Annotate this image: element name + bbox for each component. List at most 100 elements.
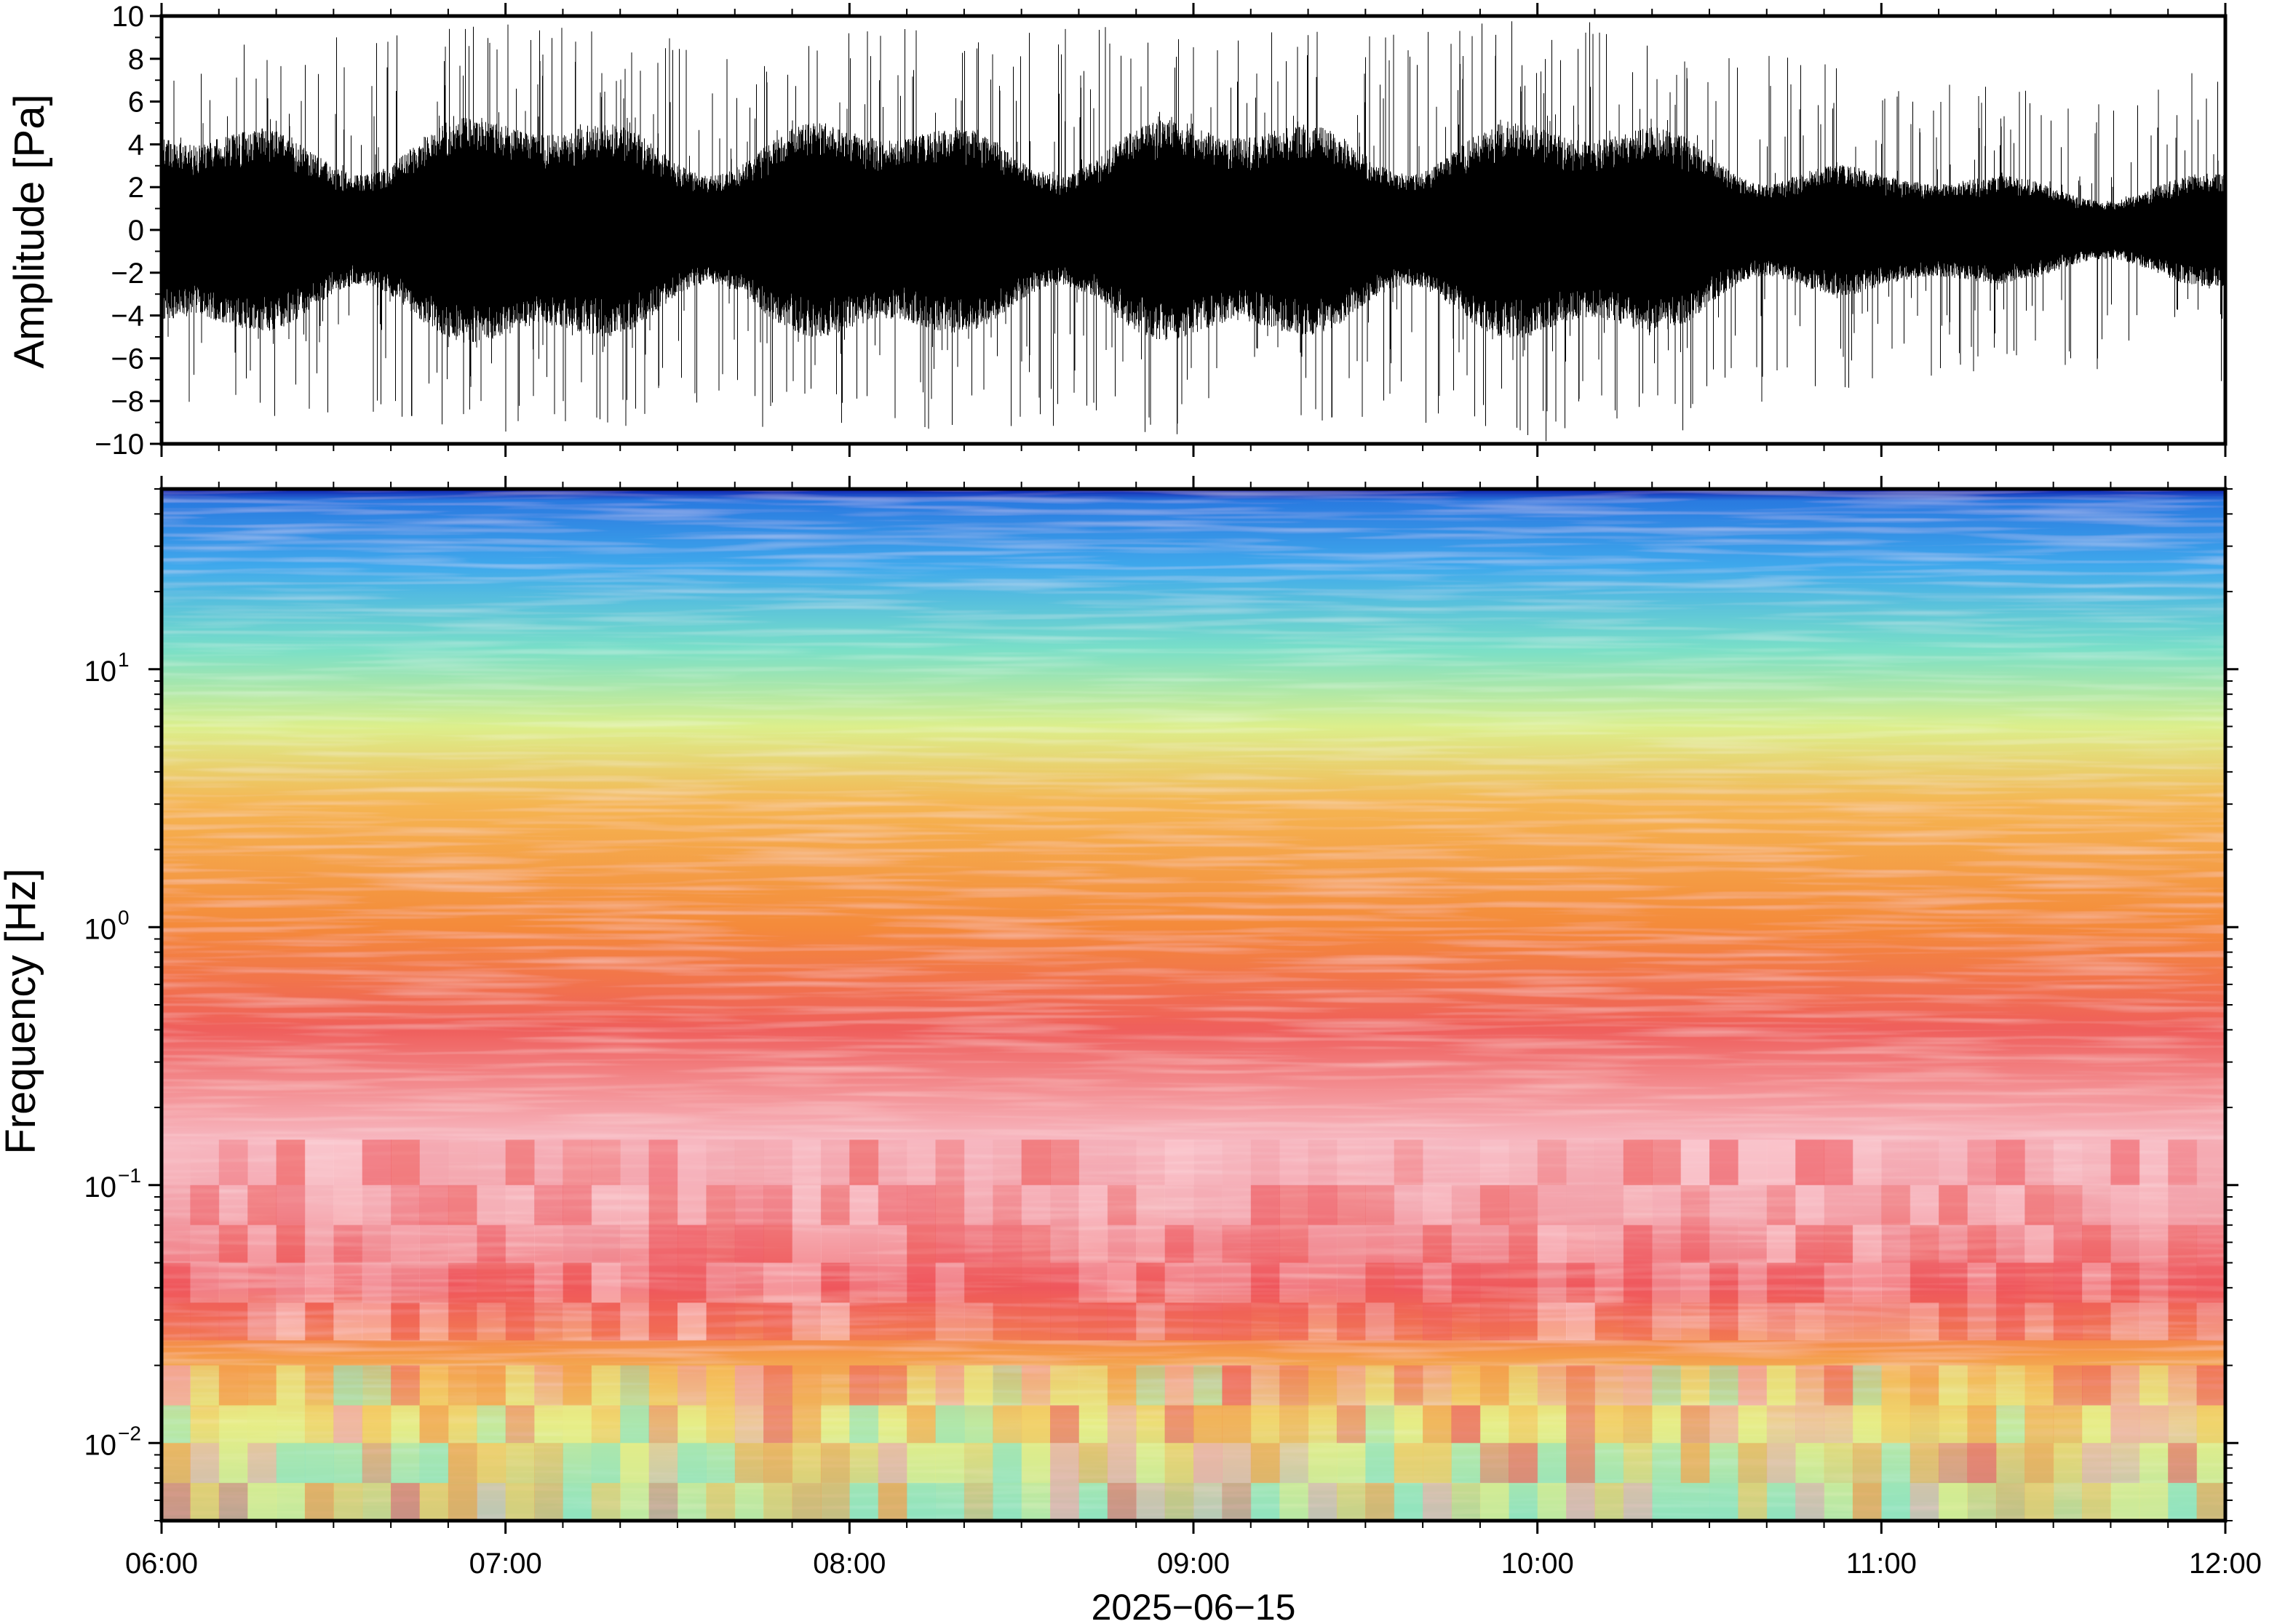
spectrogram-cell bbox=[1967, 1365, 1997, 1406]
spectrogram-cell bbox=[1967, 1225, 1997, 1263]
spectrogram-cell bbox=[218, 1443, 248, 1484]
spectrogram-cell bbox=[276, 1302, 306, 1341]
spectrogram-cell bbox=[1250, 1302, 1280, 1341]
spectrogram-cell bbox=[763, 1302, 793, 1341]
spectrogram-columns bbox=[162, 1139, 2225, 1521]
spectrogram-cell bbox=[333, 1139, 363, 1185]
spectrogram-cell bbox=[1479, 1443, 1509, 1484]
spectrogram-cell bbox=[963, 1443, 993, 1484]
spectrogram-cell bbox=[2139, 1185, 2169, 1225]
spectrogram-cell bbox=[247, 1365, 277, 1406]
spectrogram-cell bbox=[1537, 1365, 1567, 1406]
spectrogram-cell bbox=[247, 1443, 277, 1484]
spectrogram-cell bbox=[505, 1365, 535, 1406]
spectrogram-cell bbox=[1394, 1302, 1423, 1341]
spectrogram-cell bbox=[1795, 1443, 1825, 1484]
spectrogram-cell bbox=[448, 1365, 477, 1406]
spectrogram-cell bbox=[1623, 1262, 1653, 1303]
spectrogram-y-tick-exponent: 1 bbox=[118, 648, 130, 671]
spectrogram-cell bbox=[1509, 1262, 1538, 1303]
spectrogram-cell bbox=[763, 1443, 793, 1484]
spectrogram-cell bbox=[677, 1365, 707, 1406]
spectrogram-cell bbox=[247, 1302, 277, 1341]
spectrogram-cell bbox=[907, 1365, 936, 1406]
spectrogram-y-tick-label: 10 bbox=[84, 656, 117, 688]
spectrogram-cell bbox=[1824, 1483, 1853, 1521]
spectrogram-cell bbox=[362, 1185, 392, 1225]
spectrogram-cell bbox=[1680, 1405, 1710, 1444]
spectrogram-cell bbox=[534, 1365, 563, 1406]
spectrogram-cell bbox=[391, 1262, 420, 1303]
spectrogram-cell bbox=[963, 1365, 993, 1406]
spectrogram-cell bbox=[1795, 1405, 1825, 1444]
spectrogram-cell bbox=[1910, 1483, 1939, 1521]
spectrogram-cell bbox=[1050, 1262, 1079, 1303]
spectrogram-cell bbox=[1336, 1405, 1366, 1444]
spectrogram-cell bbox=[878, 1405, 907, 1444]
spectrogram-cell bbox=[1136, 1302, 1166, 1341]
spectrogram-cell bbox=[563, 1302, 592, 1341]
spectrogram-cell bbox=[2139, 1405, 2169, 1444]
spectrogram-cell bbox=[1021, 1262, 1051, 1303]
spectrogram-cell bbox=[1336, 1302, 1366, 1341]
spectrogram-cell bbox=[1852, 1185, 1882, 1225]
spectrogram-cell bbox=[1050, 1302, 1079, 1341]
spectrogram-cell bbox=[1222, 1185, 1252, 1225]
x-tick-label: 07:00 bbox=[469, 1548, 542, 1580]
spectrogram-cell bbox=[1107, 1443, 1137, 1484]
spectrogram-cell bbox=[1910, 1443, 1939, 1484]
spectrogram-cell bbox=[1881, 1365, 1911, 1406]
spectrogram-cell bbox=[1824, 1302, 1853, 1341]
spectrogram-cell bbox=[1766, 1262, 1796, 1303]
spectrogram-cell bbox=[2168, 1483, 2198, 1521]
spectrogram-cell bbox=[1394, 1262, 1423, 1303]
spectrogram-cell bbox=[1479, 1483, 1509, 1521]
spectrogram-cell bbox=[2024, 1139, 2054, 1185]
spectrogram-cell bbox=[1336, 1225, 1366, 1263]
spectrogram-cell bbox=[247, 1405, 277, 1444]
spectrogram-cell bbox=[1423, 1302, 1452, 1341]
spectrogram-cell bbox=[648, 1443, 678, 1484]
spectrogram-cell bbox=[1394, 1483, 1423, 1521]
spectrogram-cell bbox=[792, 1225, 822, 1263]
spectrogram-cell bbox=[1680, 1139, 1710, 1185]
spectrogram-cell bbox=[734, 1483, 764, 1521]
spectrogram-cell bbox=[1709, 1405, 1738, 1444]
spectrogram-cell bbox=[1250, 1443, 1280, 1484]
spectrogram-cell bbox=[1680, 1443, 1710, 1484]
spectrogram-cell bbox=[1193, 1443, 1223, 1484]
spectrogram-cell bbox=[1336, 1443, 1366, 1484]
spectrogram-cell bbox=[2024, 1302, 2054, 1341]
spectrogram-cell bbox=[2139, 1302, 2169, 1341]
spectrogram-cell bbox=[304, 1443, 334, 1484]
spectrogram-cell bbox=[2139, 1443, 2169, 1484]
spectrogram-cell bbox=[993, 1365, 1022, 1406]
spectrogram-cell bbox=[1479, 1405, 1509, 1444]
spectrogram-cell bbox=[2196, 1185, 2225, 1225]
spectrogram-cell bbox=[2082, 1262, 2111, 1303]
spectrogram-cell bbox=[2196, 1365, 2225, 1406]
spectrogram-cell bbox=[1308, 1139, 1338, 1185]
spectrogram-cell bbox=[276, 1365, 306, 1406]
spectrogram-cell bbox=[1136, 1443, 1166, 1484]
spectrogram-cell bbox=[1795, 1302, 1825, 1341]
spectrogram-cell bbox=[162, 1483, 191, 1521]
spectrogram-cell bbox=[1423, 1185, 1452, 1225]
spectrogram-cell bbox=[2139, 1139, 2169, 1185]
spectrogram-cell bbox=[2196, 1443, 2225, 1484]
spectrogram-cell bbox=[591, 1185, 621, 1225]
spectrogram-cell bbox=[563, 1225, 592, 1263]
spectrogram-cell bbox=[1050, 1483, 1079, 1521]
spectrogram-cell bbox=[1623, 1139, 1653, 1185]
spectrogram-cell bbox=[706, 1185, 736, 1225]
spectrogram-cell bbox=[1136, 1483, 1166, 1521]
spectrogram-cell bbox=[362, 1225, 392, 1263]
spectrogram-cell bbox=[362, 1139, 392, 1185]
spectrogram-cell bbox=[1423, 1405, 1452, 1444]
spectrogram-cell bbox=[477, 1185, 506, 1225]
spectrogram-cell bbox=[1852, 1302, 1882, 1341]
spectrogram-cell bbox=[820, 1443, 850, 1484]
spectrogram-cell bbox=[820, 1139, 850, 1185]
waveform-y-tick-label: 4 bbox=[128, 129, 144, 161]
spectrogram-cell bbox=[878, 1443, 907, 1484]
